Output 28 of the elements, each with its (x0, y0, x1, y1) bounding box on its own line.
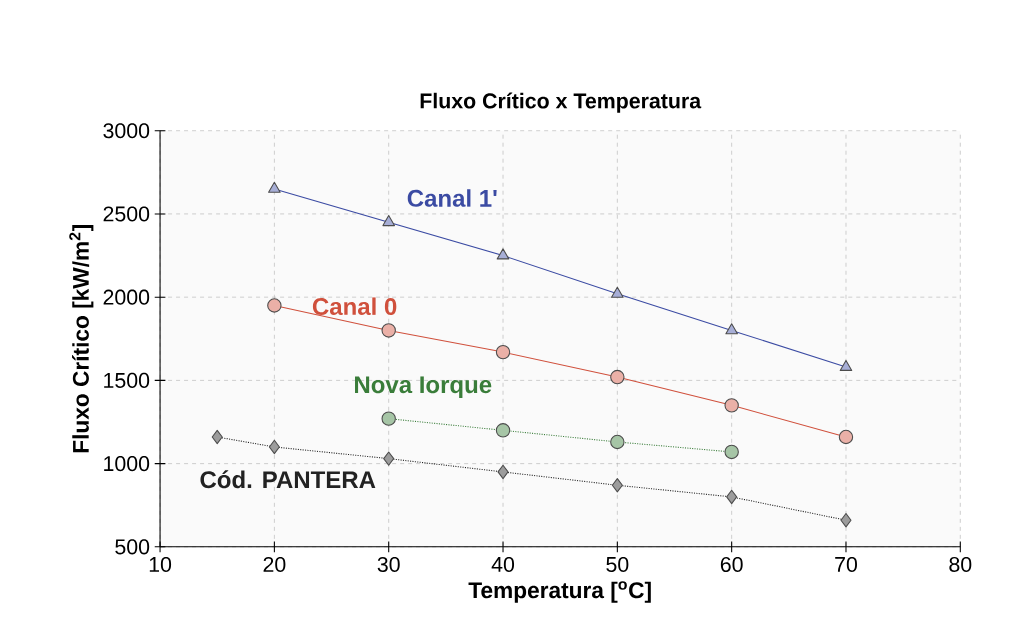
x-tick-label: 40 (491, 556, 515, 573)
series-label: Cód. PANTERA (200, 470, 376, 489)
point (497, 464, 509, 480)
point (211, 429, 223, 445)
y-tick-label: 1500 (104, 372, 150, 388)
y-axis-title: Fluxo Crítico [kW/m$^{2}$] (69, 225, 94, 453)
point (383, 451, 395, 466)
x-tick-label: 50 (606, 556, 629, 573)
x-axis-title: Temperatura [$^{o}$C] (468, 581, 651, 603)
point (840, 513, 852, 528)
y-tick-label: 2500 (103, 206, 150, 222)
series-label: Canal 0 (312, 297, 397, 316)
series-label: Nova Iorque (355, 376, 492, 399)
x-tick-label: 30 (377, 556, 400, 573)
x-tick-label: 80 (949, 556, 972, 573)
x-tick-label: 10 (149, 556, 172, 573)
x-tick-label: 20 (263, 556, 286, 573)
series-label: Canal 1' (407, 189, 497, 207)
point (611, 478, 623, 493)
y-tick-label: 500 (115, 539, 150, 555)
chart-title: Fluxo Crítico x Temperatura (420, 92, 702, 113)
x-tick-label: 60 (720, 556, 743, 573)
point (268, 439, 280, 455)
point (726, 489, 738, 505)
y-tick-label: 3000 (103, 123, 150, 139)
x-tick-label: 70 (835, 556, 857, 573)
y-tick-label: 1000 (104, 456, 150, 472)
y-tick-label: 2000 (103, 289, 150, 305)
